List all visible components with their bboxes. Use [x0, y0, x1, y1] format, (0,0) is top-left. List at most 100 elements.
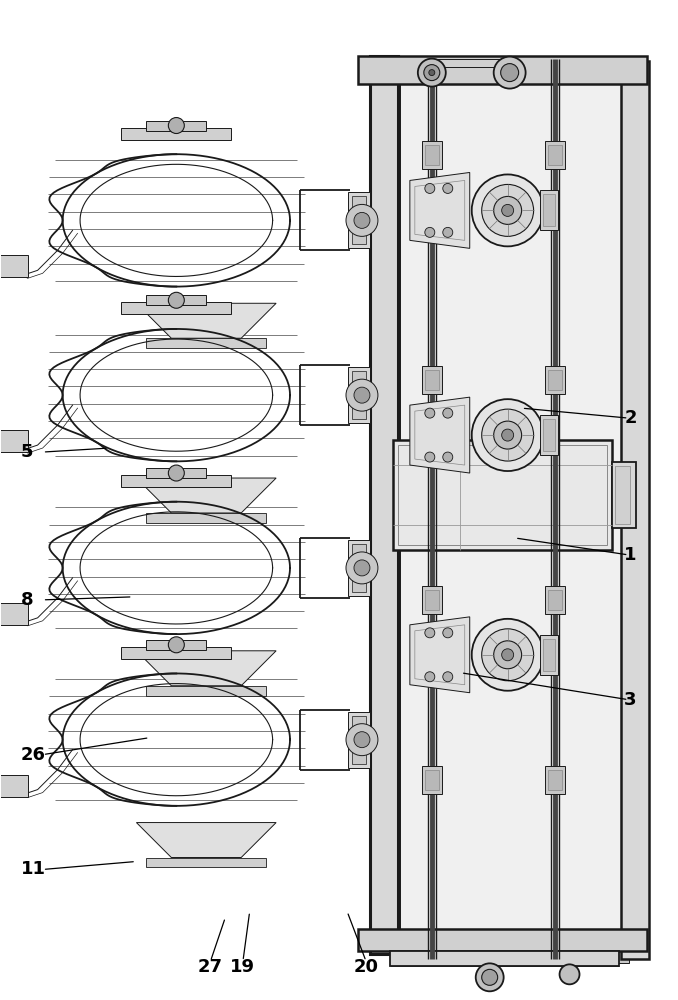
- Circle shape: [443, 183, 453, 193]
- Bar: [422, 766, 442, 794]
- Bar: [548, 770, 561, 790]
- Bar: [616, 466, 631, 524]
- Bar: [542, 639, 555, 671]
- Bar: [121, 475, 231, 487]
- Bar: [422, 141, 442, 169]
- Bar: [0, 603, 28, 625]
- Bar: [146, 121, 206, 131]
- Circle shape: [472, 399, 544, 471]
- Bar: [425, 770, 439, 790]
- Circle shape: [472, 619, 544, 691]
- Bar: [425, 145, 439, 165]
- Circle shape: [168, 637, 184, 653]
- Circle shape: [494, 641, 521, 669]
- Bar: [352, 196, 366, 244]
- Circle shape: [354, 212, 370, 228]
- Circle shape: [494, 421, 521, 449]
- Circle shape: [425, 672, 435, 682]
- Circle shape: [476, 963, 504, 991]
- Bar: [548, 370, 561, 390]
- Bar: [348, 367, 370, 423]
- Bar: [540, 415, 557, 455]
- Bar: [393, 440, 612, 550]
- Circle shape: [346, 552, 378, 584]
- Text: 8: 8: [21, 591, 34, 609]
- Bar: [390, 61, 644, 949]
- Circle shape: [494, 196, 521, 224]
- Circle shape: [168, 465, 184, 481]
- Bar: [352, 716, 366, 764]
- Bar: [422, 366, 442, 394]
- Polygon shape: [136, 651, 276, 686]
- Bar: [146, 513, 266, 523]
- Bar: [542, 194, 555, 226]
- Circle shape: [168, 118, 184, 134]
- Polygon shape: [410, 617, 470, 693]
- Circle shape: [425, 452, 435, 462]
- Polygon shape: [410, 172, 470, 248]
- Circle shape: [425, 183, 435, 193]
- Bar: [542, 419, 555, 451]
- Circle shape: [354, 732, 370, 748]
- Bar: [540, 190, 557, 230]
- Circle shape: [346, 379, 378, 411]
- Bar: [430, 59, 512, 67]
- Text: 1: 1: [624, 546, 637, 564]
- Bar: [548, 145, 561, 165]
- Polygon shape: [136, 823, 276, 858]
- Bar: [400, 71, 635, 939]
- Text: 2: 2: [624, 409, 637, 427]
- Circle shape: [443, 227, 453, 237]
- Circle shape: [500, 64, 519, 82]
- Circle shape: [428, 70, 435, 76]
- Bar: [121, 128, 231, 140]
- Bar: [358, 929, 647, 951]
- Bar: [390, 951, 620, 966]
- Circle shape: [494, 57, 525, 89]
- Bar: [544, 586, 565, 614]
- Polygon shape: [410, 397, 470, 473]
- Circle shape: [168, 292, 184, 308]
- Circle shape: [472, 174, 544, 246]
- Text: 20: 20: [353, 958, 378, 976]
- Circle shape: [502, 429, 514, 441]
- Text: 5: 5: [21, 443, 33, 461]
- Text: 26: 26: [21, 746, 46, 764]
- Circle shape: [443, 672, 453, 682]
- Bar: [398, 445, 607, 545]
- Circle shape: [443, 408, 453, 418]
- Bar: [348, 192, 370, 248]
- Bar: [146, 640, 206, 650]
- Bar: [348, 712, 370, 768]
- Bar: [425, 370, 439, 390]
- Text: 3: 3: [624, 691, 637, 709]
- Circle shape: [443, 452, 453, 462]
- Circle shape: [425, 628, 435, 638]
- Bar: [0, 430, 28, 452]
- Bar: [425, 590, 439, 610]
- Bar: [540, 635, 557, 675]
- Bar: [544, 766, 565, 794]
- Bar: [352, 371, 366, 419]
- Bar: [352, 544, 366, 592]
- Text: 19: 19: [231, 958, 256, 976]
- Circle shape: [481, 184, 534, 236]
- Bar: [121, 647, 231, 659]
- Bar: [121, 302, 231, 314]
- Circle shape: [559, 964, 580, 984]
- Bar: [146, 295, 206, 305]
- Polygon shape: [136, 478, 276, 513]
- Text: 27: 27: [198, 958, 223, 976]
- Circle shape: [443, 628, 453, 638]
- Bar: [146, 686, 266, 696]
- Circle shape: [502, 649, 514, 661]
- Circle shape: [481, 409, 534, 461]
- Bar: [622, 61, 650, 959]
- Bar: [422, 586, 442, 614]
- Bar: [544, 366, 565, 394]
- Bar: [544, 141, 565, 169]
- Circle shape: [502, 204, 514, 216]
- Bar: [0, 255, 28, 277]
- Bar: [548, 590, 561, 610]
- Bar: [358, 56, 647, 84]
